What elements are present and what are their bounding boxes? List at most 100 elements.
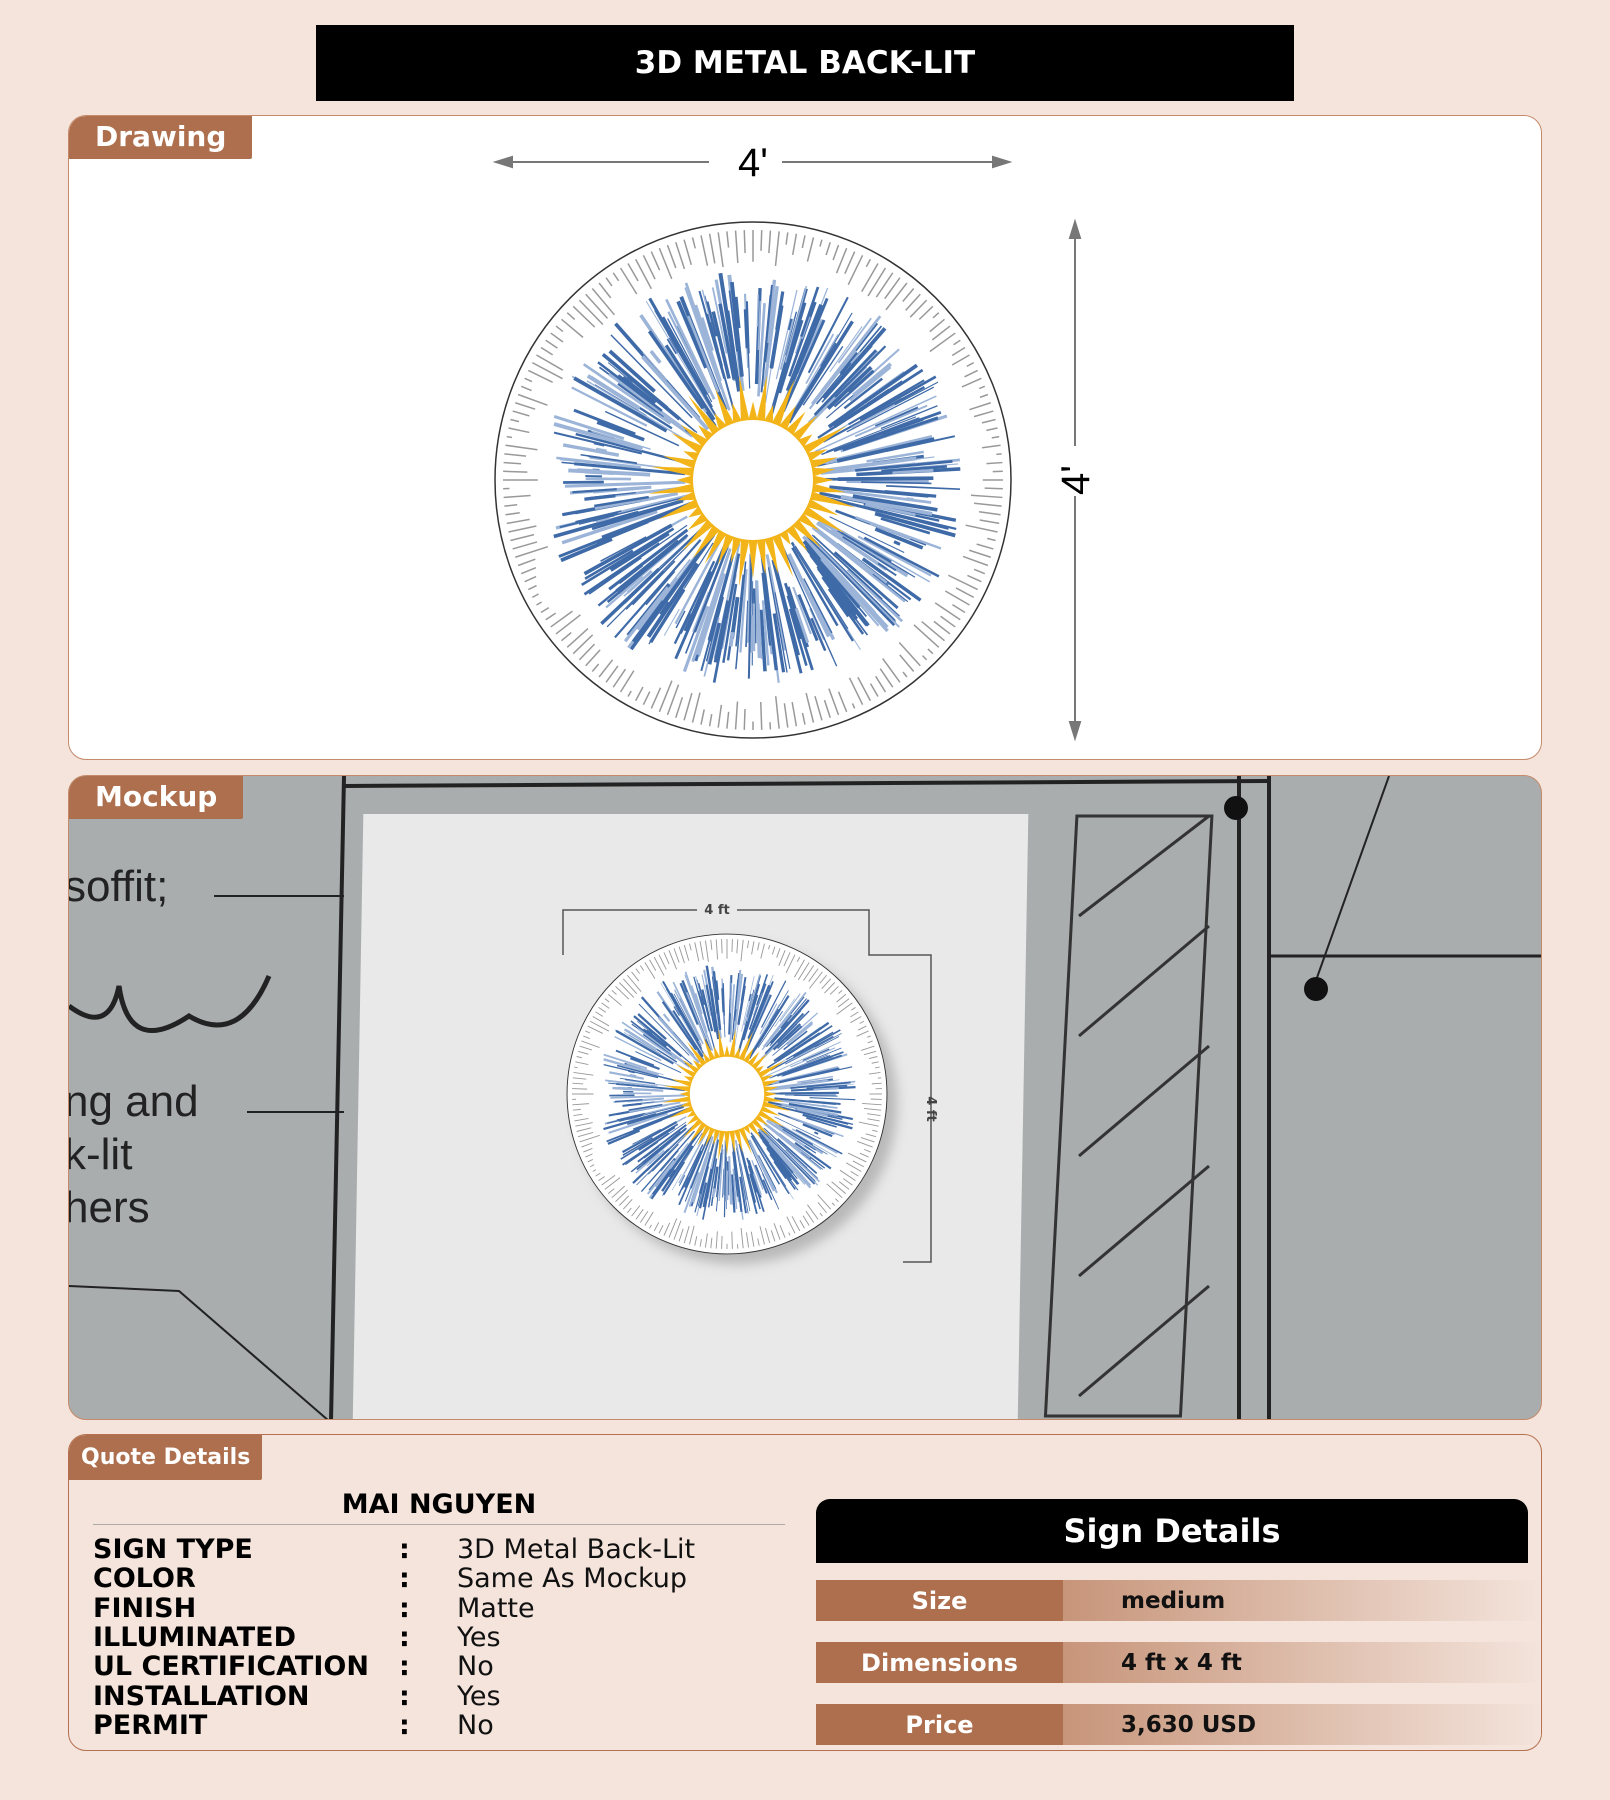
blue-ray <box>637 1020 653 1034</box>
tick-mark <box>898 641 921 667</box>
tick-mark <box>757 1238 760 1246</box>
blue-ray <box>596 420 645 442</box>
tick-mark <box>922 655 928 661</box>
blue-ray <box>694 1183 704 1213</box>
tick-mark <box>968 549 991 558</box>
tick-mark <box>531 361 563 380</box>
blue-ray <box>727 310 740 380</box>
tick-mark <box>550 610 573 628</box>
blue-ray <box>820 312 853 367</box>
blue-ray <box>855 459 953 472</box>
blue-ray <box>718 272 741 392</box>
blue-ray <box>593 441 605 447</box>
blue-ray <box>694 304 722 382</box>
tick-mark <box>745 1232 750 1248</box>
blue-ray <box>627 1106 684 1126</box>
tick-mark <box>604 1177 621 1190</box>
tick-mark <box>844 251 856 275</box>
tick-mark <box>566 628 589 648</box>
tick-mark <box>650 251 661 271</box>
blue-ray <box>593 526 608 534</box>
blue-ray <box>782 319 826 413</box>
blue-ray <box>821 576 865 635</box>
blue-ray <box>673 993 702 1046</box>
tick-mark <box>585 293 609 319</box>
blue-ray <box>690 985 708 1033</box>
blue-ray <box>572 488 617 494</box>
blue-ray <box>754 580 762 659</box>
blue-ray <box>756 294 759 327</box>
tick-mark <box>691 237 696 249</box>
blue-ray <box>773 1160 787 1180</box>
blue-ray <box>866 450 924 463</box>
blue-ray <box>728 290 738 352</box>
tick-mark <box>673 1220 682 1240</box>
tick-mark <box>867 1040 873 1044</box>
blue-ray <box>787 318 793 331</box>
tick-mark <box>583 1035 590 1039</box>
blue-ray <box>681 1176 689 1190</box>
blue-ray <box>694 993 703 1015</box>
blue-ray <box>560 537 613 563</box>
tick-mark <box>515 545 549 558</box>
blue-ray <box>794 1094 838 1097</box>
blue-ray <box>665 298 716 400</box>
blue-ray <box>787 553 831 638</box>
blue-ray <box>715 1152 722 1198</box>
blue-ray <box>851 403 896 429</box>
blue-ray <box>806 1084 848 1090</box>
sign-detail-value: medium <box>1063 1580 1541 1621</box>
blue-ray <box>869 522 912 540</box>
blue-ray <box>690 1134 713 1189</box>
tick-mark <box>579 1134 600 1143</box>
blue-ray <box>659 601 671 616</box>
blue-ray <box>793 334 839 411</box>
tick-mark <box>819 1212 823 1217</box>
tick-mark <box>965 524 998 533</box>
quote-label: PERMIT <box>93 1709 208 1741</box>
blue-ray <box>799 1120 826 1132</box>
tick-mark <box>575 1122 593 1127</box>
blue-ray <box>784 1093 836 1097</box>
blue-ray <box>649 349 662 364</box>
bg-text-3: k-lit <box>69 1130 132 1179</box>
blue-ray <box>629 1117 639 1121</box>
tick-mark <box>970 494 1003 499</box>
tick-mark <box>575 1061 589 1065</box>
blue-ray <box>730 1174 736 1213</box>
tick-mark <box>619 267 638 295</box>
tick-mark <box>929 332 956 353</box>
blue-ray <box>739 569 748 653</box>
tick-mark <box>668 950 678 970</box>
blue-ray <box>739 1176 747 1214</box>
blue-ray <box>641 1130 682 1164</box>
blue-ray <box>612 1086 664 1092</box>
tick-mark <box>503 461 522 465</box>
blue-ray <box>769 305 784 369</box>
blue-ray <box>606 542 692 628</box>
tick-mark <box>598 282 612 299</box>
sun-center <box>689 1056 765 1132</box>
blue-ray <box>661 1001 698 1051</box>
tick-mark <box>663 952 670 965</box>
blue-ray <box>661 316 708 397</box>
tick-mark <box>769 722 772 730</box>
tick-mark <box>508 427 530 434</box>
blue-ray <box>663 608 680 636</box>
blue-ray <box>810 609 834 659</box>
blue-ray <box>807 296 849 374</box>
tick-mark <box>572 305 596 328</box>
tick-mark <box>595 1011 604 1017</box>
tick-mark <box>848 677 864 706</box>
blue-ray <box>561 461 650 472</box>
tick-mark <box>835 1198 839 1203</box>
blue-ray <box>711 976 718 1015</box>
tick-mark <box>634 686 644 702</box>
blue-ray <box>594 495 649 508</box>
blue-ray <box>782 1128 816 1151</box>
tick-mark <box>805 692 815 723</box>
tick-mark <box>764 1227 771 1244</box>
blue-ray <box>660 1150 679 1172</box>
blue-ray <box>846 568 904 623</box>
tick-mark <box>510 418 520 423</box>
